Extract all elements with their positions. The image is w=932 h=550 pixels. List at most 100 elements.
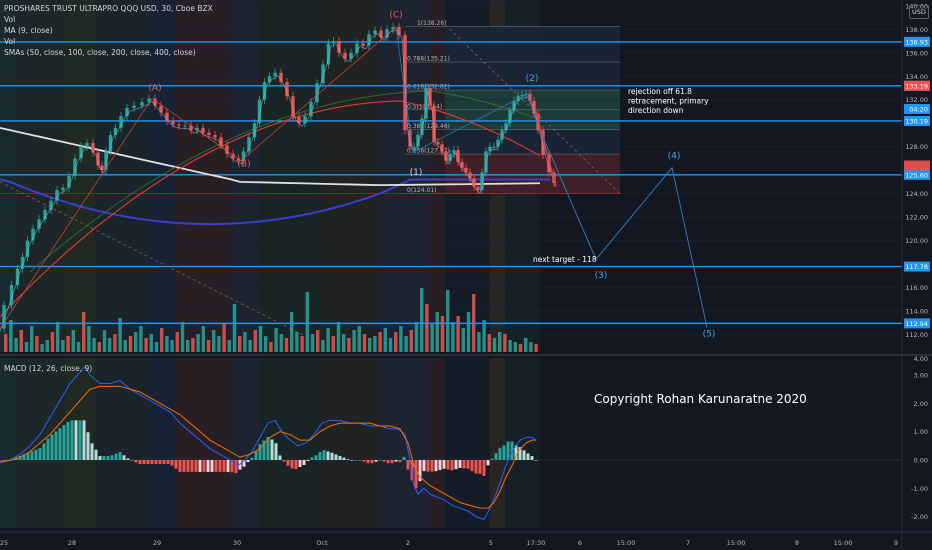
candle-body — [547, 154, 551, 173]
macd-histogram-bar — [214, 460, 218, 472]
macd-histogram-bar — [358, 460, 362, 461]
macd-histogram-bar — [522, 450, 526, 460]
macd-histogram-bar — [418, 460, 422, 482]
macd-session-band — [490, 358, 505, 528]
wave-label: (B) — [237, 160, 250, 170]
volume-bar — [123, 340, 127, 352]
smas-legend[interactable]: SMAs (50, close, 100, close, 200, close,… — [4, 47, 196, 58]
candle-body — [262, 82, 267, 100]
macd-histogram-bar — [362, 460, 366, 462]
macd-histogram-bar — [270, 439, 274, 460]
volume-bar — [388, 338, 393, 352]
macd-histogram-bar — [62, 425, 66, 460]
candle-body — [436, 141, 440, 145]
price-tick: 124.00 — [905, 190, 928, 198]
candle-body — [355, 43, 359, 53]
macd-session-band — [430, 358, 445, 528]
macd-session-band — [380, 358, 430, 528]
candle-body — [416, 134, 420, 147]
volume-bar — [295, 332, 299, 352]
macd-histogram-bar — [426, 460, 430, 472]
volume-bar — [170, 340, 174, 352]
vol-legend-2[interactable]: Vol — [4, 36, 15, 47]
candle-body — [379, 30, 383, 38]
macd-line — [0, 365, 537, 521]
time-tick: 15:00 — [834, 539, 853, 547]
macd-tick: -1.00 — [911, 485, 928, 493]
volume-bar — [71, 330, 75, 352]
last-price-tag — [904, 80, 930, 91]
macd-histogram-bar — [58, 428, 62, 460]
volume-bar — [383, 328, 387, 352]
candle-body — [231, 153, 235, 159]
vol-legend-1[interactable]: Vol — [4, 14, 15, 25]
candle-body — [201, 127, 205, 133]
macd-histogram-bar — [90, 443, 94, 460]
volume-bar — [409, 330, 413, 352]
volume-bar — [232, 304, 237, 352]
macd-histogram-bar — [98, 456, 102, 460]
macd-histogram-bar — [446, 460, 450, 470]
volume-bar — [227, 340, 231, 352]
candle-body — [321, 64, 325, 84]
volume-bar — [76, 342, 81, 352]
candle-body — [456, 150, 460, 162]
volume-bar — [4, 334, 8, 352]
fib-label: 0.618(132.82) — [407, 84, 450, 91]
volume-bar — [87, 326, 91, 352]
candle-body — [132, 105, 136, 108]
time-tick: 6 — [578, 539, 582, 547]
macd-histogram-bar — [70, 420, 74, 460]
currency-button[interactable]: USD — [909, 5, 929, 19]
macd-histogram-bar — [158, 460, 162, 464]
macd-histogram-bar — [282, 460, 286, 462]
macd-histogram-bar — [110, 455, 114, 460]
volume-bar — [154, 342, 159, 352]
sma-400-line — [0, 127, 541, 187]
volume-bar — [97, 342, 101, 352]
macd-histogram-bar — [458, 460, 462, 468]
symbol-legend[interactable]: PROSHARES TRUST ULTRAPRO QQQ USD, 30, Cb… — [4, 3, 213, 14]
candle-body — [536, 113, 540, 131]
macd-legend[interactable]: MACD (12, 26, close, 9) — [4, 363, 92, 374]
ma-legend[interactable]: MA (9, close) — [4, 25, 53, 36]
volume-bar — [347, 338, 351, 352]
volume-bar — [435, 312, 439, 352]
macd-histogram-bar — [338, 456, 342, 460]
macd-histogram-bar — [470, 460, 474, 472]
macd-histogram-bar — [382, 460, 386, 462]
macd-histogram-bar — [230, 460, 234, 473]
volume-bar — [24, 342, 29, 352]
future-area — [620, 0, 902, 352]
macd-histogram-bar — [130, 460, 134, 461]
volume-bar — [102, 330, 107, 352]
macd-histogram-bar — [318, 452, 322, 460]
macd-histogram-bar — [194, 460, 198, 472]
macd-histogram-bar — [390, 460, 394, 464]
volume-bar — [498, 332, 502, 352]
macd-histogram-bar — [78, 420, 82, 460]
macd-histogram-bar — [490, 458, 494, 460]
candle-body — [428, 88, 432, 106]
wave-label: (5) — [703, 330, 716, 340]
macd-histogram-bar — [22, 454, 26, 460]
time-tick: 2 — [406, 539, 410, 547]
macd-histogram-bar — [486, 460, 490, 466]
volume-bar — [305, 292, 309, 352]
volume-bar — [482, 320, 486, 352]
macd-histogram-bar — [258, 444, 262, 460]
wave-label: (A) — [148, 83, 161, 93]
volume-bar — [357, 326, 361, 352]
macd-histogram-bar — [38, 448, 42, 460]
macd-histogram-bar — [394, 460, 398, 462]
macd-session-band — [150, 358, 175, 528]
volume-bar — [362, 334, 367, 352]
candle-body — [252, 123, 257, 138]
wave-label: (2) — [526, 74, 539, 84]
candle-body — [303, 116, 307, 124]
session-band — [95, 0, 150, 352]
macd-histogram-bar — [18, 456, 22, 460]
smas-label: SMAs (50, close, 100, close, 200, close,… — [4, 48, 196, 57]
